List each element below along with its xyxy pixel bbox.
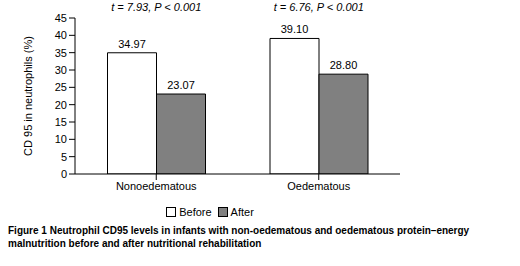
html-text:Figure 1 Neutrophil CD95 level: Figure 1 Neutrophil CD95 levels in infan…	[8, 225, 470, 249]
svg-text:15: 15	[55, 116, 67, 128]
svg-text:25: 25	[55, 81, 67, 93]
svg-text:23.07: 23.07	[167, 79, 195, 91]
svg-text:30: 30	[55, 64, 67, 76]
svg-text:10: 10	[55, 133, 67, 145]
svg-text:5: 5	[61, 151, 67, 163]
svg-text:45: 45	[55, 12, 67, 24]
svg-text:20: 20	[55, 99, 67, 111]
html-text:t = 7.93, P < 0.001: t = 7.93, P < 0.001	[111, 1, 202, 13]
svg-text:0: 0	[61, 168, 67, 180]
html-text:Before: Before	[179, 206, 212, 218]
svg-text:CD 95 in neutrophils (%): CD 95 in neutrophils (%)	[22, 36, 34, 156]
svg-text:Oedematous: Oedematous	[287, 180, 350, 192]
svg-text:Nonoedematous: Nonoedematous	[116, 180, 197, 192]
html-text:After: After	[230, 206, 254, 218]
html-text:t = 6.76, P < 0.001: t = 6.76, P < 0.001	[273, 1, 364, 13]
svg-text:39.10: 39.10	[281, 23, 309, 35]
svg-text:34.97: 34.97	[118, 38, 146, 50]
svg-text:35: 35	[55, 47, 67, 59]
svg-text:40: 40	[55, 29, 67, 41]
svg-text:28.80: 28.80	[330, 59, 358, 71]
